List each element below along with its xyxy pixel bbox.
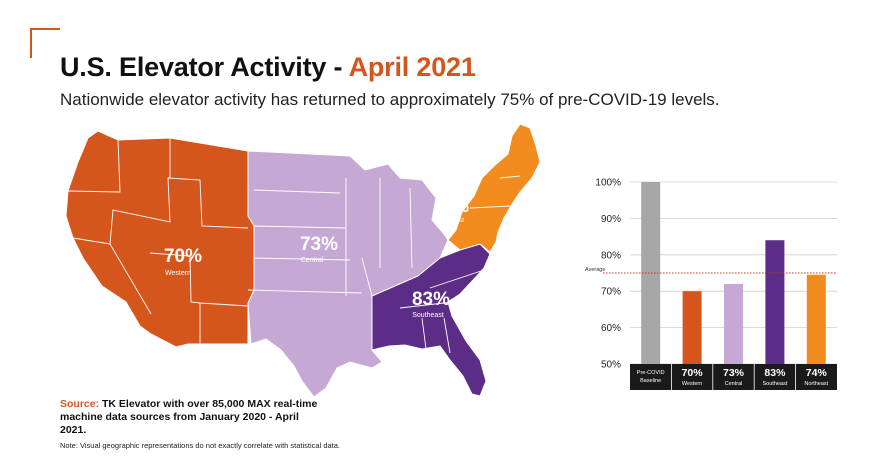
page-subtitle: Nationwide elevator activity has returne…: [60, 90, 720, 109]
y-tick-label: 100%: [595, 178, 621, 189]
corner-bracket-decoration: [30, 28, 60, 58]
bar: [806, 274, 826, 364]
category-percent: 83%: [764, 367, 786, 379]
southeast-name: Southeast: [412, 312, 444, 319]
northeast-region: [447, 123, 541, 253]
bar-chart: 100% 90% 80% 70% 60% 50% Average Pre-COVID Basel…: [585, 178, 837, 390]
bar: [641, 182, 661, 364]
category-name: Western: [682, 381, 702, 387]
category-name: Central: [725, 381, 743, 387]
northeast-value: 74%: [435, 197, 469, 216]
southeast-label: 83% Southeast: [412, 289, 450, 319]
western-value: 70%: [164, 246, 202, 267]
category-band: [630, 364, 837, 390]
y-tick-label: 70%: [601, 287, 621, 298]
us-region-map: 70% Western 73% Central 83% Southeast 74…: [65, 123, 541, 398]
y-tick-label: 50%: [601, 360, 621, 371]
central-name: Central: [301, 257, 324, 264]
central-label: 73% Central: [300, 234, 338, 264]
central-value: 73%: [300, 234, 338, 255]
northeast-label: 74% Northeast: [435, 197, 469, 224]
northeast-name: Northeast: [436, 217, 464, 224]
footnote: Note: Visual geographic representations …: [60, 441, 341, 450]
y-tick-label: 80%: [601, 250, 621, 261]
category-name: Northeast: [804, 381, 828, 387]
page-title: U.S. Elevator Activity - April 2021: [60, 52, 476, 83]
state-borders: [67, 138, 521, 354]
title-main: U.S. Elevator Activity -: [60, 52, 349, 82]
y-tick-label: 90%: [601, 214, 621, 225]
western-label: 70% Western: [164, 246, 202, 277]
southeast-value: 83%: [412, 289, 450, 310]
average-label: Average: [585, 267, 605, 273]
western-region: [65, 130, 255, 348]
source-label: Source:: [60, 398, 100, 410]
central-region: [247, 150, 449, 398]
western-name: Western: [165, 270, 191, 277]
bar: [724, 283, 743, 364]
category-percent: 70%: [682, 367, 704, 379]
title-date: April 2021: [348, 52, 476, 82]
bar: [682, 291, 702, 364]
source-text: TK Elevator with over 85,000 MAX real-ti…: [60, 398, 318, 436]
source-note: Source: TK Elevator with over 85,000 MAX…: [60, 398, 320, 437]
y-tick-label: 60%: [601, 323, 621, 334]
category-name: Baseline: [640, 378, 661, 384]
bar: [765, 240, 785, 364]
category-percent: 73%: [723, 367, 745, 379]
category-name: Pre-COVID: [637, 370, 665, 376]
category-name: Southeast: [763, 381, 788, 387]
category-percent: 74%: [806, 367, 828, 379]
